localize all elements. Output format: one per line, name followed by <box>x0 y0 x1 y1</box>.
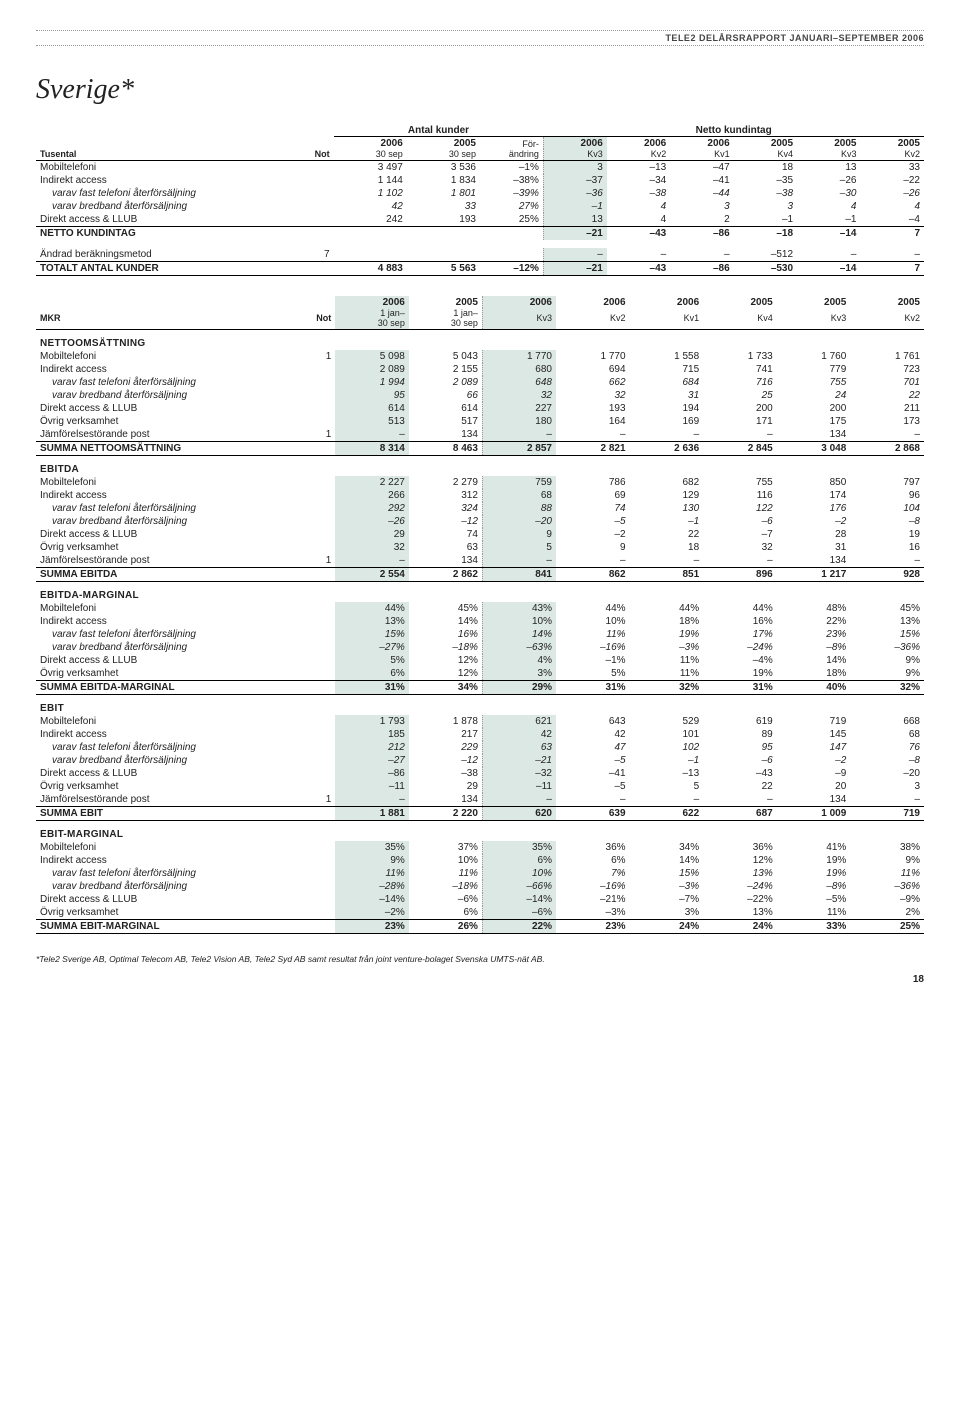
table-row: Indirekt access18521742421018914568 <box>36 728 924 741</box>
table-row: Jämförelsestörande post1–134––––134– <box>36 793 924 807</box>
table-row: Övrig verksamhet32635918323116 <box>36 541 924 554</box>
table-row: Mobiltelefoni35%37%35%36%34%36%41%38% <box>36 841 924 854</box>
table-row: Övrig verksamhet–1129–11–5522203 <box>36 780 924 793</box>
table-antal-kunder: Antal kunder Netto kundintag 2006 2005 F… <box>36 124 924 276</box>
table-row: SUMMA EBIT-MARGINAL23%26%22%23%24%24%33%… <box>36 920 924 934</box>
table-row: Mobiltelefoni2 2272 27975978668275585079… <box>36 476 924 489</box>
section-head: EBITDA <box>36 456 924 477</box>
super-netto-kundintag: Netto kundintag <box>543 124 924 137</box>
table-row: varav fast telefoni återförsäljning21222… <box>36 741 924 754</box>
table-row: SUMMA EBIT1 8812 2206206396226871 009719 <box>36 807 924 821</box>
table-row: Indirekt access1 1441 834–38%–37–34–41–3… <box>36 174 924 187</box>
table-row: Indirekt access9%10%6%6%14%12%19%9% <box>36 854 924 867</box>
table-row: SUMMA EBITDA2 5542 8628418628518961 2179… <box>36 568 924 582</box>
table-row: varav bredband återförsäljning–28%–18%–6… <box>36 880 924 893</box>
table-row: varav bredband återförsäljning–27–12–21–… <box>36 754 924 767</box>
table-row: SUMMA NETTOOMSÄTTNING8 3148 4632 8572 82… <box>36 442 924 456</box>
table-financials: 2006 2005 2006 2006 2006 2005 2005 2005 … <box>36 296 924 934</box>
table-row: Övrig verksamhet6%12%3%5%11%19%18%9% <box>36 667 924 681</box>
table-row: Mobiltelefoni3 4973 536–1%3–13–47181333 <box>36 161 924 175</box>
section-head: EBITDA-MARGINAL <box>36 582 924 603</box>
table-row: varav fast telefoni återförsäljning1 994… <box>36 376 924 389</box>
table-row: Indirekt access2 0892 155680694715741779… <box>36 363 924 376</box>
section-head: EBIT-MARGINAL <box>36 821 924 842</box>
super-antal-kunder: Antal kunder <box>334 124 544 137</box>
table-row: Direkt access & LLUB29749–222–72819 <box>36 528 924 541</box>
table-row: Ändrad beräkningsmetod7––––512–– <box>36 248 924 262</box>
table-row: Indirekt access266312686912911617496 <box>36 489 924 502</box>
table-row: varav bredband återförsäljning–27%–18%–6… <box>36 641 924 654</box>
table-row: Direkt access & LLUB5%12%4%–1%11%–4%14%9… <box>36 654 924 667</box>
table-row: NETTO KUNDINTAG–21–43–86–18–147 <box>36 227 924 241</box>
table-row: Övrig verksamhet513517180164169171175173 <box>36 415 924 428</box>
table-row: SUMMA EBITDA-MARGINAL31%34%29%31%32%31%4… <box>36 681 924 695</box>
section-head: EBIT <box>36 695 924 716</box>
table-row: Övrig verksamhet–2%6%–6%–3%3%13%11%2% <box>36 906 924 920</box>
table-row: Direkt access & LLUB61461422719319420020… <box>36 402 924 415</box>
table-row: Jämförelsestörande post1–134––––134– <box>36 554 924 568</box>
table-row: Direkt access & LLUB24219325%1342–1–1–4 <box>36 213 924 227</box>
table-row: varav fast telefoni återförsäljning1 102… <box>36 187 924 200</box>
footnote: *Tele2 Sverige AB, Optimal Telecom AB, T… <box>36 954 924 964</box>
table-row: Mobiltelefoni15 0985 0431 7701 7701 5581… <box>36 350 924 363</box>
table-row: Direkt access & LLUB–14%–6%–14%–21%–7%–2… <box>36 893 924 906</box>
table-row: varav fast telefoni återförsäljning29232… <box>36 502 924 515</box>
table-row: varav bredband återförsäljning9566323231… <box>36 389 924 402</box>
table-row: TOTALT ANTAL KUNDER4 8835 563–12%–21–43–… <box>36 262 924 276</box>
section-head: NETTOOMSÄTTNING <box>36 330 924 351</box>
table-row: varav fast telefoni återförsäljning15%16… <box>36 628 924 641</box>
report-header: TELE2 DELÅRSRAPPORT JANUARI–SEPTEMBER 20… <box>36 30 924 46</box>
table-row: varav fast telefoni återförsäljning11%11… <box>36 867 924 880</box>
table-row: Direkt access & LLUB–86–38–32–41–13–43–9… <box>36 767 924 780</box>
table-row: varav bredband återförsäljning423327%–14… <box>36 200 924 213</box>
table-row: Indirekt access13%14%10%10%18%16%22%13% <box>36 615 924 628</box>
table-row: Jämförelsestörande post1–134––––134– <box>36 428 924 442</box>
table-row: Mobiltelefoni1 7931 87862164352961971966… <box>36 715 924 728</box>
page-number: 18 <box>36 974 924 985</box>
page-title: Sverige* <box>36 74 924 106</box>
table-row: varav bredband återförsäljning–26–12–20–… <box>36 515 924 528</box>
table-row: Mobiltelefoni44%45%43%44%44%44%48%45% <box>36 602 924 615</box>
